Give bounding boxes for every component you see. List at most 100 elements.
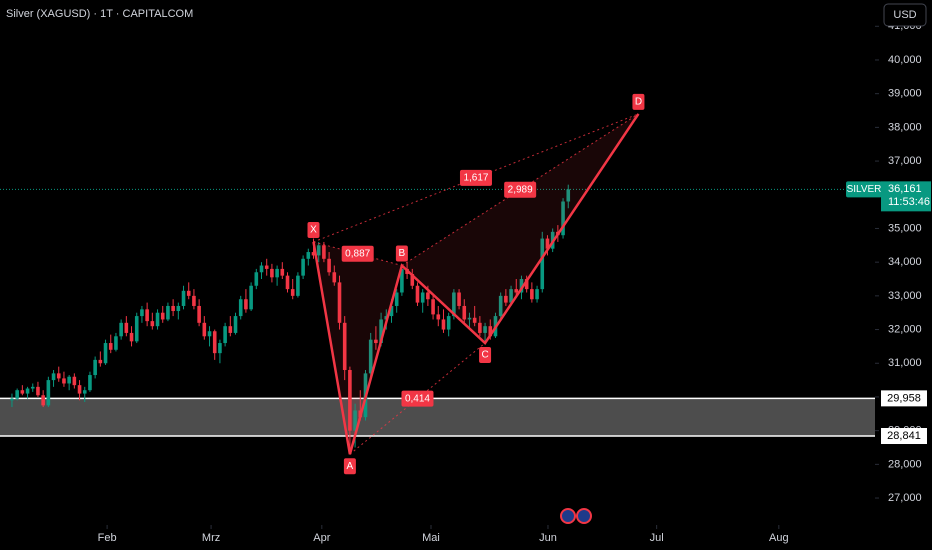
y-tick-label: 33,000 bbox=[888, 290, 922, 302]
candle-body bbox=[316, 245, 321, 256]
candle-body bbox=[119, 322, 123, 337]
last-price-label: 36,161 bbox=[888, 183, 922, 195]
candle-body bbox=[264, 265, 269, 269]
candle-body bbox=[134, 316, 139, 342]
axis-layer: 27,00028,00029,00030,00031,00032,00033,0… bbox=[98, 0, 932, 550]
candle-body bbox=[160, 312, 165, 320]
y-tick-label: 39,000 bbox=[888, 88, 922, 100]
candle-body bbox=[62, 378, 66, 384]
candle-body bbox=[337, 282, 342, 323]
candle-body bbox=[353, 410, 357, 431]
candle-body bbox=[36, 386, 40, 396]
candle-body bbox=[545, 238, 550, 249]
candle-body bbox=[379, 319, 383, 344]
candle-body bbox=[202, 322, 207, 337]
pattern-point-box bbox=[479, 347, 492, 364]
candle-body bbox=[98, 359, 103, 364]
ratio-label: 1,617 bbox=[463, 173, 488, 184]
candle-body bbox=[535, 289, 539, 300]
symbol-box bbox=[846, 181, 882, 198]
candle-body bbox=[192, 295, 196, 306]
symbol-label: SILVER bbox=[847, 184, 882, 195]
candle-body bbox=[483, 326, 487, 333]
ratio-box bbox=[341, 245, 374, 262]
candle-body bbox=[441, 319, 446, 330]
last-price-box bbox=[881, 181, 931, 212]
candle-body bbox=[322, 245, 326, 259]
pattern-point-label: X bbox=[310, 225, 317, 236]
price-axis bbox=[875, 0, 932, 550]
candle-body bbox=[342, 322, 347, 370]
candle-body bbox=[509, 289, 513, 303]
currency-button[interactable] bbox=[883, 3, 927, 27]
candle-body bbox=[186, 290, 191, 296]
candle-body bbox=[415, 285, 420, 303]
candle-body bbox=[389, 305, 394, 317]
y-tick-label: 34,000 bbox=[888, 256, 922, 268]
candle-body bbox=[228, 326, 233, 333]
candle-body bbox=[394, 292, 399, 306]
y-tick-label: 38,000 bbox=[888, 121, 922, 133]
candle-body bbox=[275, 268, 279, 278]
ratio-label: 2,989 bbox=[508, 184, 533, 195]
candle-body bbox=[218, 343, 222, 354]
candle-body bbox=[10, 398, 14, 401]
ratio-box bbox=[459, 169, 492, 186]
candle-body bbox=[249, 285, 253, 310]
y-tick-label: 27,000 bbox=[888, 492, 922, 504]
candle-body bbox=[410, 273, 415, 286]
pattern-point-label: C bbox=[481, 350, 488, 361]
pattern-guide bbox=[313, 113, 639, 243]
candle-body bbox=[285, 275, 290, 290]
candle-body bbox=[72, 376, 77, 386]
pattern-point-box bbox=[395, 245, 408, 262]
x-tick-label: Apr bbox=[313, 532, 330, 544]
candle-body bbox=[145, 309, 149, 322]
y-tick-label: 31,000 bbox=[888, 357, 922, 369]
candle-body bbox=[25, 388, 30, 394]
currency-label[interactable]: USD bbox=[893, 9, 916, 21]
candle-body bbox=[332, 272, 337, 283]
candle-body bbox=[472, 317, 477, 323]
candle-body bbox=[540, 238, 545, 290]
ratio-label: 0,414 bbox=[405, 393, 430, 404]
candle-body bbox=[103, 343, 108, 364]
candle-body bbox=[176, 305, 181, 312]
pattern-guide bbox=[349, 342, 486, 455]
candle-body bbox=[15, 390, 19, 399]
candle-body bbox=[197, 305, 201, 323]
candle-body bbox=[566, 189, 571, 202]
candle-body bbox=[108, 343, 113, 350]
pattern-point-box bbox=[307, 221, 320, 238]
pattern-point-box bbox=[343, 458, 356, 475]
candle-body bbox=[296, 275, 300, 296]
candle-body bbox=[290, 289, 295, 296]
x-tick-label: Mai bbox=[422, 532, 440, 544]
zone-layer bbox=[0, 397, 875, 437]
candle-body bbox=[514, 289, 519, 293]
x-tick-label: Mrz bbox=[202, 532, 220, 544]
candle-body bbox=[259, 265, 264, 273]
candle-body bbox=[488, 326, 493, 337]
candle-body bbox=[233, 316, 238, 333]
candle-body bbox=[254, 272, 259, 286]
candle-body bbox=[207, 331, 212, 337]
candle-body bbox=[171, 305, 175, 312]
event-flags bbox=[560, 508, 592, 524]
candle-body bbox=[238, 299, 243, 317]
candle-body bbox=[124, 322, 129, 333]
candle-body bbox=[280, 268, 285, 276]
pattern-point-box bbox=[632, 93, 645, 110]
ratio-box bbox=[401, 390, 434, 407]
pattern-point-label: B bbox=[399, 248, 406, 259]
zone-price-box bbox=[881, 390, 927, 407]
candle-body bbox=[129, 332, 134, 342]
candle-body bbox=[140, 309, 144, 317]
candle-body bbox=[374, 339, 378, 344]
candle-body bbox=[56, 373, 61, 379]
candle-body bbox=[223, 326, 227, 344]
candle-body bbox=[519, 279, 524, 293]
chart-title: Silver (XAGUSD) · 1T · CAPITALCOM bbox=[6, 8, 193, 20]
